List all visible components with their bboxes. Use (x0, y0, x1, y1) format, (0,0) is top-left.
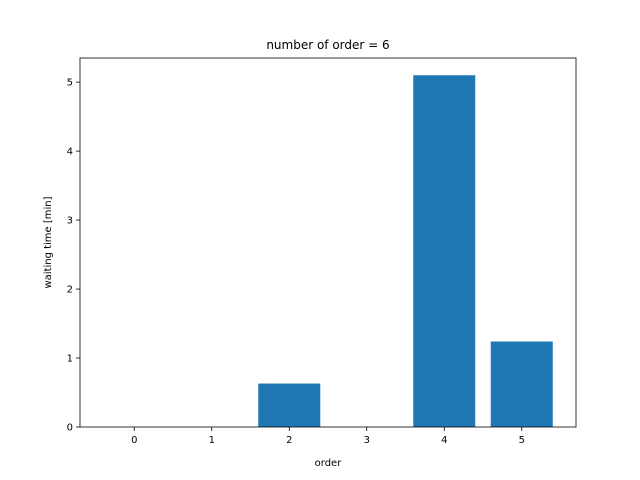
y-axis-ticks: 0 1 2 3 4 5 (67, 78, 80, 434)
y-axis-label: waiting time [min] (43, 196, 54, 288)
x-tick-label-1: 1 (209, 435, 215, 446)
x-tick-label-2: 2 (286, 435, 292, 446)
x-axis-label: order (315, 458, 343, 469)
y-tick-label-4: 4 (67, 147, 73, 158)
chart-title: number of order = 6 (266, 38, 389, 52)
y-tick-label-1: 1 (67, 354, 73, 365)
y-tick-label-0: 0 (67, 423, 73, 434)
bar-4 (413, 75, 476, 428)
x-tick-label-3: 3 (364, 435, 370, 446)
bar-2 (258, 383, 321, 427)
x-tick-label-0: 0 (131, 435, 137, 446)
y-tick-label-5: 5 (67, 78, 73, 89)
plot-frame (79, 57, 577, 428)
x-tick-label-5: 5 (519, 435, 525, 446)
x-axis-ticks: 0 1 2 3 4 5 (131, 427, 525, 446)
bars-group (258, 75, 553, 428)
y-tick-label-2: 2 (67, 285, 73, 296)
bar-5 (490, 341, 553, 427)
y-tick-label-3: 3 (67, 216, 73, 227)
x-tick-label-4: 4 (441, 435, 447, 446)
